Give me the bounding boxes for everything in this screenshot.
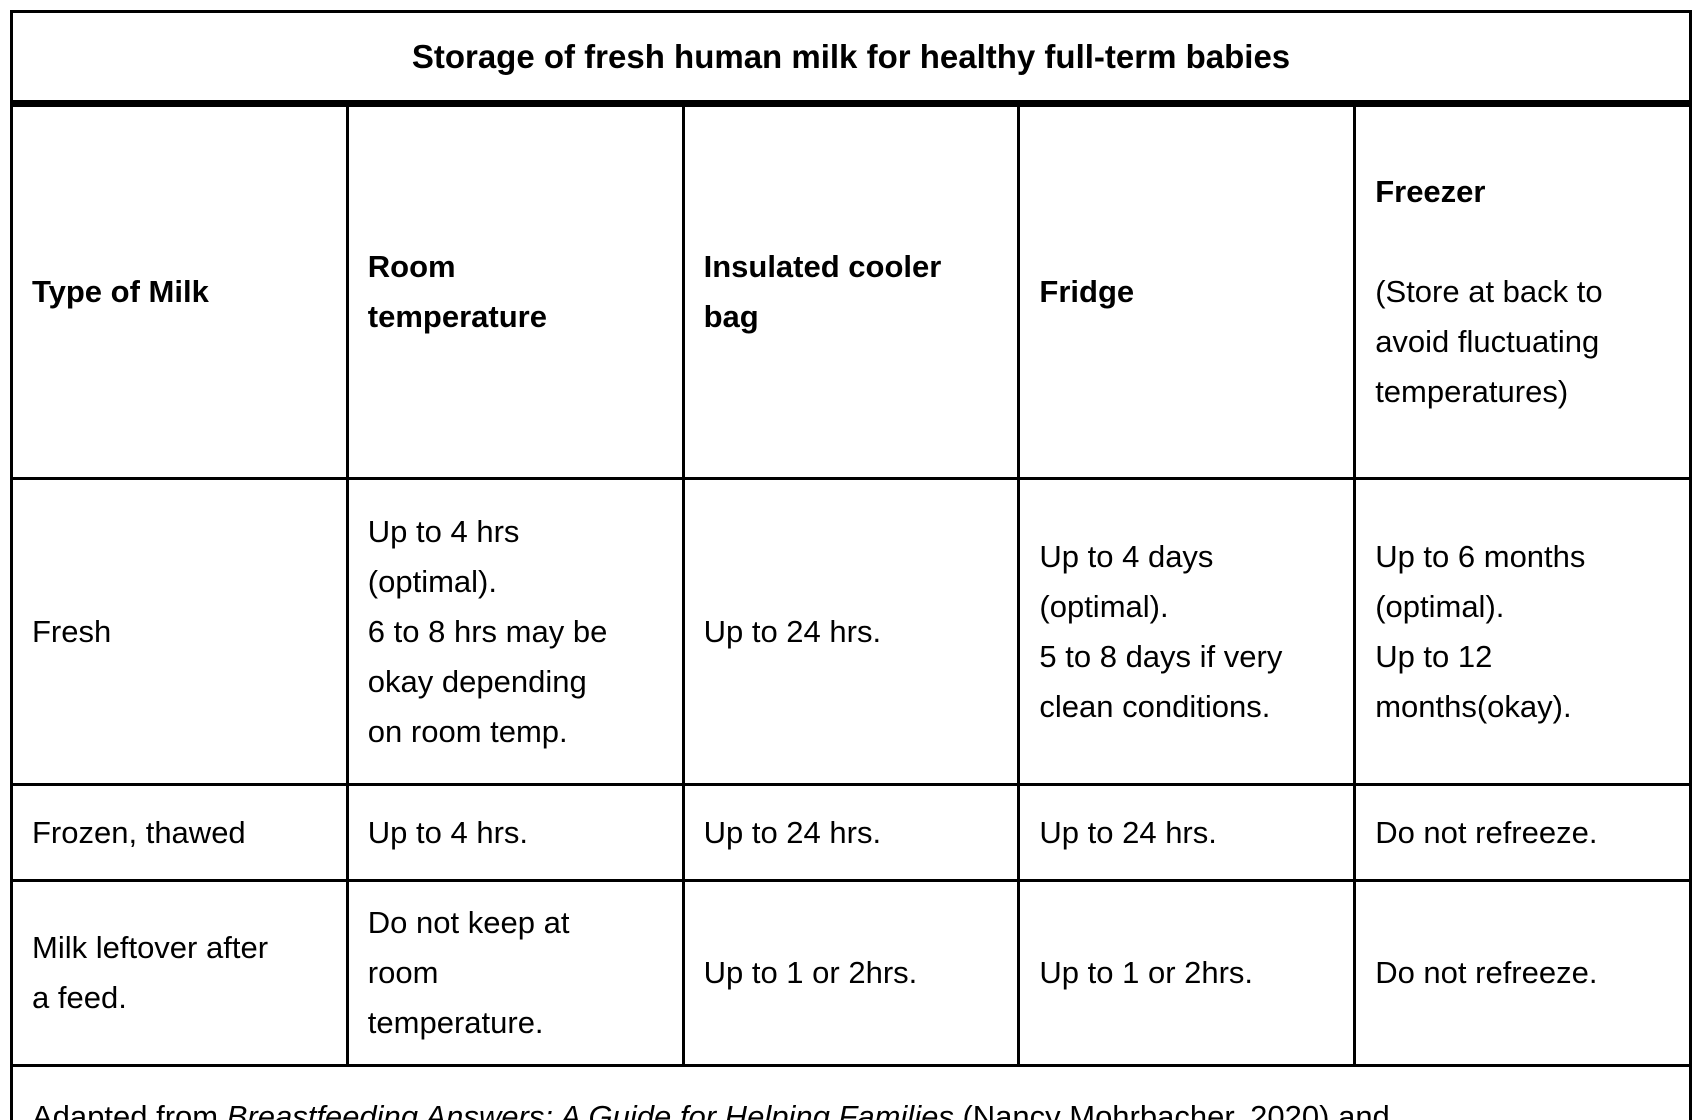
cell-insulated-cooler-bag: Up to 24 hrs. xyxy=(681,783,1021,882)
cell-fridge: Up to 24 hrs. xyxy=(1017,783,1357,882)
header-row: Type of Milk Room temperature Insulated … xyxy=(10,102,1692,480)
milk-storage-table: Storage of fresh human milk for healthy … xyxy=(10,10,1692,1120)
source-title-1: Breastfeeding Answers: A Guide for Helpi… xyxy=(226,1098,954,1120)
cell-insulated-cooler-bag: Up to 24 hrs. xyxy=(681,477,1021,786)
column-header-label: Room temperature xyxy=(367,249,547,334)
table-title: Storage of fresh human milk for healthy … xyxy=(10,10,1692,107)
cell-room-temperature: Up to 4 hrs. xyxy=(345,783,685,882)
column-header-room-temperature: Room temperature xyxy=(345,102,685,480)
source-note: Adapted from Breastfeeding Answers: A Gu… xyxy=(10,1064,1692,1120)
cell-freezer: Do not refreeze. xyxy=(1353,783,1692,882)
cell-fridge: Up to 1 or 2hrs. xyxy=(1017,879,1357,1067)
cell-freezer: Do not refreeze. xyxy=(1353,879,1692,1067)
cell-type-of-milk: Fresh xyxy=(10,477,349,786)
column-header-fridge: Fridge xyxy=(1017,102,1357,480)
table-row-fresh: Fresh Up to 4 hrs (optimal). 6 to 8 hrs … xyxy=(10,477,1692,786)
cell-type-of-milk: Milk leftover after a feed. xyxy=(10,879,349,1067)
column-header-type-of-milk: Type of Milk xyxy=(10,102,349,480)
cell-fridge: Up to 4 days (optimal). 5 to 8 days if v… xyxy=(1017,477,1357,786)
footer-row: Adapted from Breastfeeding Answers: A Gu… xyxy=(10,1064,1692,1120)
column-header-label: Freezer xyxy=(1375,174,1486,209)
cell-insulated-cooler-bag: Up to 1 or 2hrs. xyxy=(681,879,1021,1067)
cell-type-of-milk: Frozen, thawed xyxy=(10,783,349,882)
column-header-label: Type of Milk xyxy=(32,274,209,309)
column-header-label: Insulated cooler bag xyxy=(703,249,942,334)
title-row: Storage of fresh human milk for healthy … xyxy=(10,10,1692,107)
column-header-freezer: Freezer (Store at back to avoid fluctuat… xyxy=(1353,102,1692,480)
table-row-frozen-thawed: Frozen, thawed Up to 4 hrs. Up to 24 hrs… xyxy=(10,783,1692,882)
table-row-milk-leftover: Milk leftover after a feed. Do not keep … xyxy=(10,879,1692,1067)
column-header-label: Fridge xyxy=(1039,274,1135,309)
cell-room-temperature: Up to 4 hrs (optimal). 6 to 8 hrs may be… xyxy=(345,477,685,786)
source-note-text: (Nancy Mohrbacher, 2020) and xyxy=(953,1098,1390,1120)
column-header-freezer-note: (Store at back to avoid fluctuating temp… xyxy=(1375,274,1603,409)
column-header-insulated-cooler-bag: Insulated cooler bag xyxy=(681,102,1021,480)
cell-room-temperature: Do not keep at room temperature. xyxy=(345,879,685,1067)
source-note-text: Adapted from xyxy=(32,1098,227,1120)
cell-freezer: Up to 6 months (optimal). Up to 12 month… xyxy=(1353,477,1692,786)
